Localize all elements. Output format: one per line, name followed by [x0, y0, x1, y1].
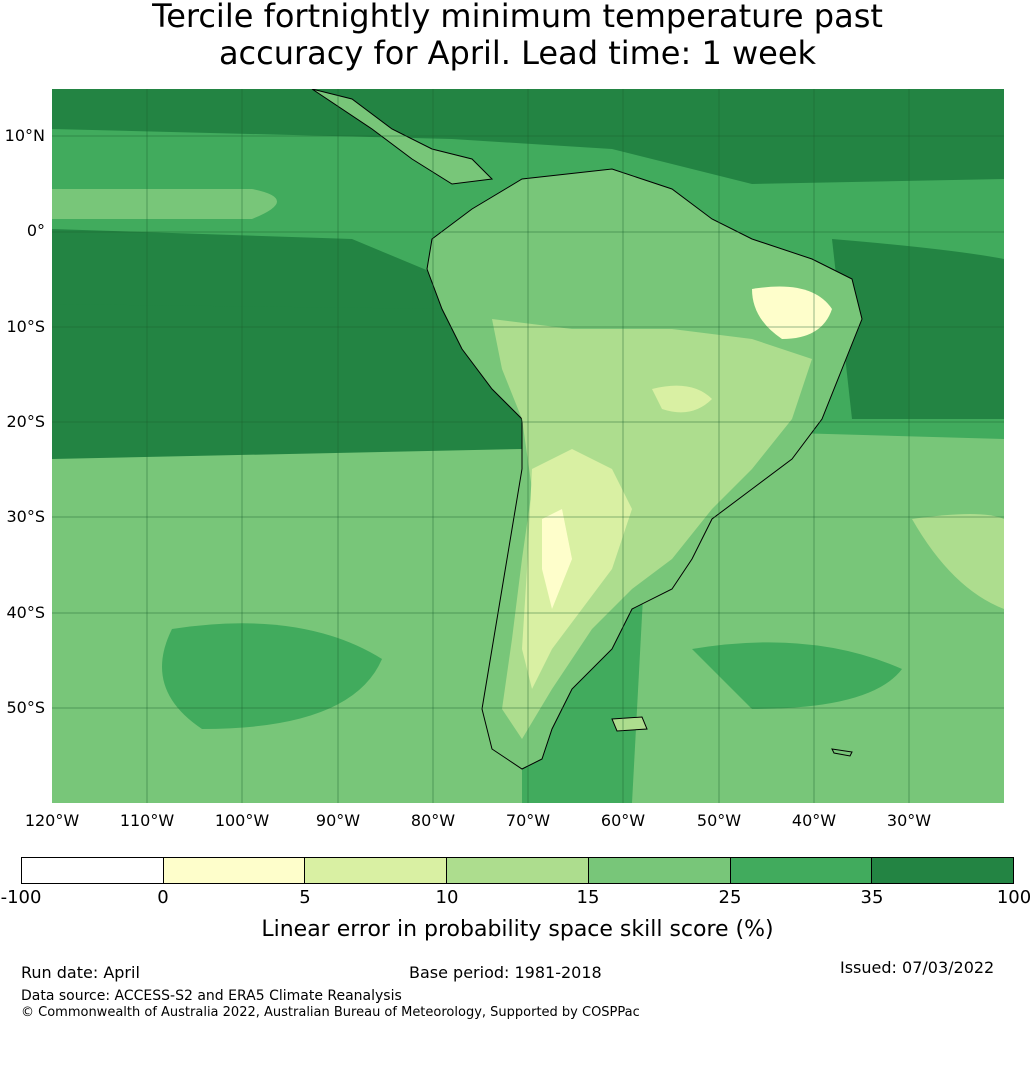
colorbar-segment: [588, 858, 731, 883]
dark-region-atlantic: [832, 239, 1004, 419]
patch-light-sa: [912, 514, 1004, 609]
run-date: Run date: April: [21, 963, 140, 982]
lon-label-110w: 110°W: [119, 811, 175, 830]
south-georgia: [831, 748, 853, 757]
issued-date: Issued: 07/03/2022: [840, 958, 995, 977]
mid-region-south-atlantic: [632, 429, 1004, 803]
colorbar-segment: [22, 858, 164, 883]
title-line-2: accuracy for April. Lead time: 1 week: [218, 34, 817, 72]
lat-label-30s: 30°S: [6, 507, 45, 526]
dark-region-eq: [52, 229, 472, 309]
colorbar-tick-label: 100: [996, 887, 1032, 908]
colorbar-label: Linear error in probability space skill …: [261, 917, 774, 942]
skill-score-map: [52, 89, 1004, 803]
colorbar-tick-label: 5: [299, 887, 311, 908]
lat-label-20s: 20°S: [6, 412, 45, 431]
land-light-band: [492, 319, 812, 739]
colorbar-segment: [872, 858, 1014, 883]
central-america: [311, 89, 494, 185]
colorbar-tick-label: 15: [576, 887, 600, 908]
colorbar: [21, 857, 1014, 884]
graticule: [52, 89, 1004, 803]
land-andes-lightest: [542, 509, 572, 609]
colorbar-segment: [305, 858, 448, 883]
lon-label-70w: 70°W: [505, 811, 551, 830]
lon-label-60w: 60°W: [600, 811, 646, 830]
lat-label-50s: 50°S: [6, 698, 45, 717]
lat-label-0: 0°: [26, 221, 45, 240]
land-andes-light: [522, 449, 632, 689]
data-source: Data source: ACCESS-S2 and ERA5 Climate …: [21, 988, 402, 1004]
lon-label-120w: 120°W: [24, 811, 80, 830]
lon-label-80w: 80°W: [410, 811, 456, 830]
lon-label-50w: 50°W: [696, 811, 742, 830]
colorbar-tick-label: 10: [435, 887, 459, 908]
patch-brazil: [652, 385, 712, 413]
patch-sp: [162, 623, 382, 729]
lat-label-10n: 10°N: [4, 126, 45, 145]
lon-label-40w: 40°W: [791, 811, 837, 830]
copyright: © Commonwealth of Australia 2022, Austra…: [21, 1005, 640, 1020]
patch-north-pac: [52, 189, 277, 219]
lon-label-30w: 30°W: [886, 811, 932, 830]
dark-region-north: [52, 89, 1004, 184]
ne-brazil-light: [752, 286, 832, 339]
lon-label-90w: 90°W: [315, 811, 361, 830]
base-period: Base period: 1981-2018: [409, 963, 602, 982]
map-title: Tercile fortnightly minimum temperature …: [0, 0, 1035, 72]
title-line-1: Tercile fortnightly minimum temperature …: [152, 0, 883, 35]
lat-label-10s: 10°S: [6, 317, 45, 336]
colorbar-segment: [163, 858, 306, 883]
lat-label-40s: 40°S: [6, 603, 45, 622]
colorbar-tick-label: 0: [157, 887, 169, 908]
falkland-islands: [611, 716, 648, 732]
colorbar-tick-label: 35: [860, 887, 884, 908]
colorbar-tick-label: 25: [718, 887, 742, 908]
colorbar-tick-label: -100: [0, 887, 42, 908]
patch-sa: [692, 642, 902, 709]
colorbar-segment: [730, 858, 873, 883]
dark-region-pacific: [52, 289, 522, 459]
lon-label-100w: 100°W: [214, 811, 270, 830]
mid-region-south-pacific: [52, 449, 522, 803]
colorbar-segment: [447, 858, 589, 883]
